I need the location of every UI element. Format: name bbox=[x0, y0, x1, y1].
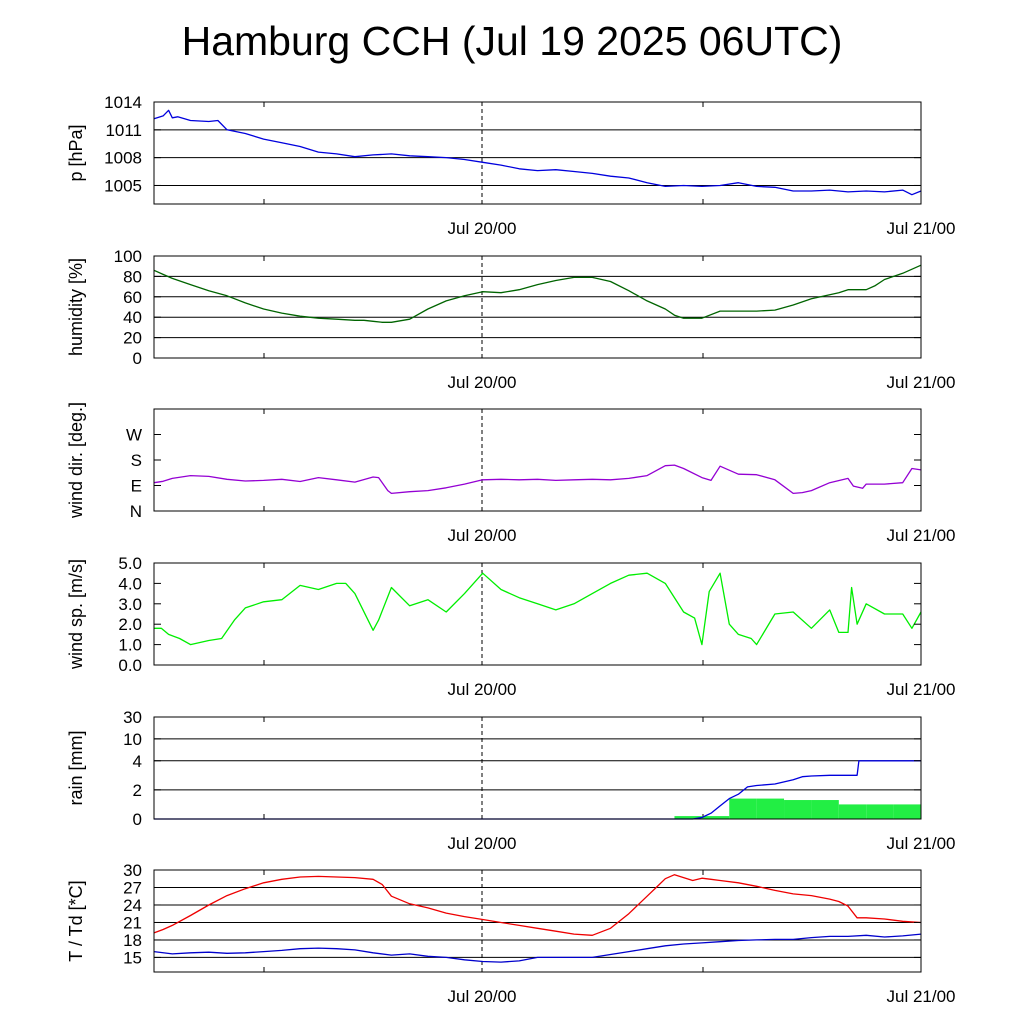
y-tick-label: 40 bbox=[123, 308, 142, 327]
plot-frame bbox=[153, 869, 922, 973]
chart-title: Hamburg CCH (Jul 19 2025 06UTC) bbox=[181, 18, 843, 64]
y-tick-label: 60 bbox=[123, 288, 142, 307]
y-axis-label: humidity [%] bbox=[66, 258, 86, 356]
y-tick-label: 21 bbox=[123, 913, 142, 932]
rain-bar bbox=[756, 798, 785, 819]
x-tick-label: Jul 20/00 bbox=[448, 680, 517, 699]
y-tick-label: 27 bbox=[123, 878, 142, 897]
y-tick-label: 2 bbox=[133, 781, 142, 800]
x-tick-label: Jul 21/00 bbox=[887, 373, 956, 392]
y-axis-label: wind dir. [deg.] bbox=[66, 402, 86, 519]
rain-bar bbox=[729, 798, 757, 819]
series-line-humidity bbox=[153, 264, 922, 323]
rain-bar bbox=[866, 804, 894, 819]
panel-wind_speed: 0.01.0 2.03.0 4.05.0 Jul 20/00 Jul 21/00 wind… bbox=[66, 554, 956, 699]
y-tick-label: 1005 bbox=[104, 176, 142, 195]
rain-bar bbox=[784, 800, 812, 819]
y-tick-label: 18 bbox=[123, 931, 142, 950]
y-tick-label: S bbox=[131, 451, 142, 470]
panel-rain: 0 2 4 10 30 Jul 20/00 Jul 21/00 rain [mm] bbox=[66, 708, 956, 853]
x-tick-label: Jul 21/00 bbox=[887, 987, 956, 1006]
y-tick-label: 1011 bbox=[105, 121, 142, 140]
y-tick-label: 1.0 bbox=[118, 636, 142, 655]
y-tick-label: 1014 bbox=[104, 93, 142, 112]
y-tick-label: 5.0 bbox=[118, 554, 142, 573]
y-tick-label: 3.0 bbox=[118, 595, 142, 614]
y-tick-label: 2.0 bbox=[118, 615, 142, 634]
y-tick-label: 0.0 bbox=[118, 656, 142, 675]
y-tick-label: 4 bbox=[133, 752, 142, 771]
x-tick-label: Jul 21/00 bbox=[887, 526, 956, 545]
y-tick-label: 30 bbox=[123, 708, 142, 727]
plot-frame bbox=[153, 562, 922, 666]
y-axis-label: T / Td [*C] bbox=[66, 880, 86, 961]
plot-frame bbox=[153, 255, 922, 359]
series-line-pressure bbox=[153, 109, 922, 196]
y-tick-label: 80 bbox=[123, 267, 142, 286]
y-tick-label: 24 bbox=[123, 896, 142, 915]
x-tick-label: Jul 21/00 bbox=[887, 834, 956, 853]
x-tick-label: Jul 20/00 bbox=[448, 373, 517, 392]
x-tick-label: Jul 20/00 bbox=[448, 219, 517, 238]
plot-frame bbox=[153, 716, 922, 820]
series-line-temperature bbox=[153, 874, 922, 936]
x-tick-label: Jul 20/00 bbox=[448, 987, 517, 1006]
x-tick-label: Jul 20/00 bbox=[448, 834, 517, 853]
y-tick-label: 10 bbox=[123, 730, 142, 749]
y-tick-label: W bbox=[126, 426, 142, 445]
y-tick-label: 100 bbox=[114, 247, 142, 266]
plot-frame bbox=[153, 408, 922, 512]
rain-bar bbox=[838, 804, 867, 819]
plot-frame bbox=[153, 101, 922, 205]
y-tick-label: N bbox=[130, 502, 142, 521]
rain-bar bbox=[893, 804, 921, 819]
y-axis-label: p [hPa] bbox=[66, 124, 86, 181]
x-tick-label: Jul 20/00 bbox=[448, 526, 517, 545]
y-tick-label: 30 bbox=[123, 861, 142, 880]
y-tick-label: 15 bbox=[123, 948, 142, 967]
x-tick-label: Jul 21/00 bbox=[887, 219, 956, 238]
y-tick-label: 0 bbox=[133, 810, 142, 829]
panel-pressure: 1005 1008 1011 1014 Jul 20/00 Jul 21/00 p [hPa… bbox=[66, 93, 956, 238]
series-line-wind_speed bbox=[154, 572, 922, 646]
rain-bar bbox=[674, 816, 702, 819]
y-tick-label: 1008 bbox=[104, 149, 142, 168]
y-tick-label: 4.0 bbox=[118, 574, 142, 593]
y-axis-label: rain [mm] bbox=[66, 730, 86, 805]
rain-cumulative-line bbox=[154, 760, 921, 820]
y-axis-label: wind sp. [m/s] bbox=[66, 559, 86, 670]
y-tick-label: 20 bbox=[123, 329, 142, 348]
y-tick-label: 0 bbox=[133, 349, 142, 368]
series-line-wind_dir bbox=[153, 464, 922, 495]
x-tick-label: Jul 21/00 bbox=[887, 680, 956, 699]
series-line-dewpoint bbox=[153, 933, 922, 963]
rain-bar bbox=[811, 800, 839, 819]
rain-bar bbox=[701, 816, 730, 819]
y-tick-label: E bbox=[131, 477, 142, 496]
